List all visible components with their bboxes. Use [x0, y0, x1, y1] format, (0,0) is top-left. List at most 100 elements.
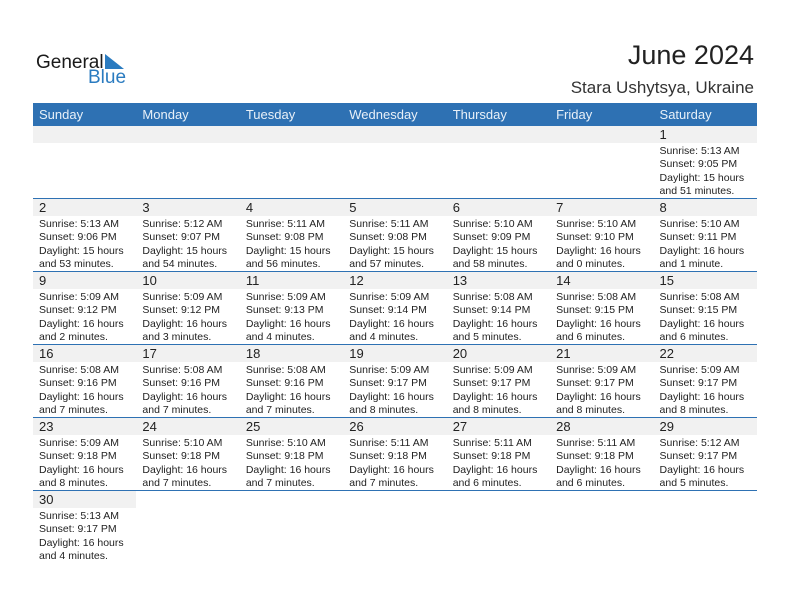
day-cell: 5 Sunrise: 5:11 AM Sunset: 9:08 PM Daylight… [343, 199, 447, 271]
empty-cell [343, 491, 446, 564]
daylight-minutes-text: and 57 minutes. [349, 258, 424, 271]
day-number: 1 [653, 126, 757, 143]
weekday-saturday: Saturday [659, 107, 712, 122]
day-number: 4 [239, 199, 344, 216]
empty-cell [550, 126, 654, 198]
sunset-text: Sunset: 9:18 PM [245, 450, 324, 463]
sunrise-text: Sunrise: 5:08 AM [142, 364, 223, 376]
day-cell: 16 Sunrise: 5:08 AM Sunset: 9:16 PM Dayligh… [33, 345, 137, 417]
daylight-text: Daylight: 16 hours [39, 536, 124, 549]
daylight-text: Daylight: 15 hours [142, 244, 228, 257]
day-number: 8 [653, 199, 757, 216]
day-number: 9 [33, 272, 137, 289]
daylight-minutes-text: and 4 minutes. [39, 550, 108, 563]
logo-triangle-icon [105, 54, 124, 69]
sunset-text: Sunset: 9:18 PM [349, 450, 427, 463]
daylight-text: Daylight: 16 hours [39, 463, 124, 476]
daylight-text: Daylight: 16 hours [556, 244, 641, 257]
sunrise-text: Sunrise: 5:09 AM [39, 291, 119, 303]
day-cell: 9 Sunrise: 5:09 AM Sunset: 9:12 PM Daylight… [33, 272, 137, 344]
daylight-text: Daylight: 16 hours [452, 317, 538, 330]
sunset-text: Sunset: 9:18 PM [556, 450, 634, 463]
sunrise-text: Sunrise: 5:08 AM [556, 291, 637, 303]
day-cell: 4 Sunrise: 5:11 AM Sunset: 9:08 PM Daylight… [239, 199, 344, 271]
day-cell: 1 Sunrise: 5:13 AM Sunset: 9:05 PM Daylight… [653, 126, 757, 198]
daylight-minutes-text: and 4 minutes. [245, 331, 315, 344]
sunrise-text: Sunrise: 5:11 AM [245, 218, 326, 230]
sunrise-text: Sunrise: 5:09 AM [452, 364, 533, 376]
daylight-minutes-text: and 5 minutes. [452, 331, 522, 344]
daylight-minutes-text: and 8 minutes. [452, 404, 522, 417]
daylight-minutes-text: and 3 minutes. [142, 331, 212, 344]
sunset-text: Sunset: 9:14 PM [349, 304, 427, 317]
day-cell: 14 Sunrise: 5:08 AM Sunset: 9:15 PM Dayligh… [550, 272, 654, 344]
logo-general: General [36, 52, 104, 73]
day-cell: 24 Sunrise: 5:10 AM Sunset: 9:18 PM Dayligh… [136, 418, 240, 490]
day-number: 19 [343, 345, 447, 362]
day-cell: 12 Sunrise: 5:09 AM Sunset: 9:14 PM Dayligh… [343, 272, 447, 344]
empty-cell [239, 126, 344, 198]
day-cell: 10 Sunrise: 5:09 AM Sunset: 9:12 PM Dayligh… [136, 272, 240, 344]
daylight-minutes-text: and 7 minutes. [245, 404, 315, 417]
sunrise-text: Sunrise: 5:11 AM [556, 437, 636, 449]
sunrise-text: Sunrise: 5:10 AM [452, 218, 533, 230]
daylight-minutes-text: and 6 minutes. [556, 477, 625, 490]
sunrise-text: Sunrise: 5:08 AM [39, 364, 119, 376]
weekday-thursday: Thursday [452, 107, 507, 122]
daylight-minutes-text: and 4 minutes. [349, 331, 419, 344]
day-cell: 15 Sunrise: 5:08 AM Sunset: 9:15 PM Dayligh… [653, 272, 757, 344]
sunset-text: Sunset: 9:18 PM [39, 450, 117, 463]
daylight-minutes-text: and 2 minutes. [39, 331, 108, 344]
day-number: 10 [136, 272, 240, 289]
day-cell: 3 Sunrise: 5:12 AM Sunset: 9:07 PM Daylight… [136, 199, 240, 271]
sunrise-text: Sunrise: 5:10 AM [142, 437, 223, 449]
sunset-text: Sunset: 9:13 PM [245, 304, 324, 317]
empty-cell [136, 126, 240, 198]
weekday-tuesday: Tuesday [245, 107, 296, 122]
day-number: 26 [343, 418, 447, 435]
day-cell: 19 Sunrise: 5:09 AM Sunset: 9:17 PM Dayligh… [343, 345, 447, 417]
day-cell: 25 Sunrise: 5:10 AM Sunset: 9:18 PM Dayligh… [239, 418, 344, 490]
sunrise-text: Sunrise: 5:09 AM [142, 291, 223, 303]
empty-cell [343, 126, 447, 198]
daylight-minutes-text: and 58 minutes. [452, 258, 528, 271]
day-cell: 22 Sunrise: 5:09 AM Sunset: 9:17 PM Dayligh… [653, 345, 757, 417]
sunrise-text: Sunrise: 5:10 AM [556, 218, 637, 230]
daylight-text: Daylight: 15 hours [659, 171, 745, 184]
day-cell: 21 Sunrise: 5:09 AM Sunset: 9:17 PM Dayligh… [550, 345, 654, 417]
sunrise-text: Sunrise: 5:12 AM [659, 437, 740, 449]
empty-cell [447, 491, 550, 564]
daylight-text: Daylight: 16 hours [349, 463, 434, 476]
daylight-minutes-text: and 8 minutes. [349, 404, 419, 417]
weekday-wednesday: Wednesday [349, 107, 418, 122]
sunrise-text: Sunrise: 5:09 AM [349, 364, 430, 376]
sunset-text: Sunset: 9:09 PM [452, 231, 531, 244]
daylight-text: Daylight: 16 hours [245, 463, 331, 476]
day-number: 20 [446, 345, 551, 362]
sunset-text: Sunset: 9:16 PM [39, 377, 117, 390]
day-cell: 7 Sunrise: 5:10 AM Sunset: 9:10 PM Daylight… [550, 199, 654, 271]
daylight-text: Daylight: 16 hours [142, 390, 228, 403]
daylight-text: Daylight: 16 hours [39, 390, 124, 403]
daylight-minutes-text: and 7 minutes. [245, 477, 315, 490]
location: Stara Ushytsya, Ukraine [570, 78, 754, 97]
day-cell: 26 Sunrise: 5:11 AM Sunset: 9:18 PM Dayligh… [343, 418, 447, 490]
daylight-minutes-text: and 5 minutes. [659, 477, 729, 490]
week-row: 23 Sunrise: 5:09 AM Sunset: 9:18 PM Dayligh… [33, 418, 757, 491]
sunrise-text: Sunrise: 5:10 AM [659, 218, 740, 230]
sunset-text: Sunset: 9:18 PM [142, 450, 221, 463]
daylight-text: Daylight: 15 hours [39, 244, 124, 257]
daylight-text: Daylight: 16 hours [142, 463, 228, 476]
sunrise-text: Sunrise: 5:09 AM [245, 291, 326, 303]
day-number: 28 [550, 418, 654, 435]
day-cell: 6 Sunrise: 5:10 AM Sunset: 9:09 PM Daylight… [446, 199, 551, 271]
day-number: 2 [33, 199, 137, 216]
day-cell: 2 Sunrise: 5:13 AM Sunset: 9:06 PM Daylight… [33, 199, 137, 271]
sunset-text: Sunset: 9:17 PM [659, 377, 738, 390]
sunrise-text: Sunrise: 5:11 AM [349, 218, 429, 230]
day-cell: 18 Sunrise: 5:08 AM Sunset: 9:16 PM Dayligh… [239, 345, 344, 417]
daylight-text: Daylight: 16 hours [39, 317, 124, 330]
sunset-text: Sunset: 9:14 PM [452, 304, 531, 317]
day-number: 14 [550, 272, 654, 289]
daylight-text: Daylight: 16 hours [556, 463, 641, 476]
